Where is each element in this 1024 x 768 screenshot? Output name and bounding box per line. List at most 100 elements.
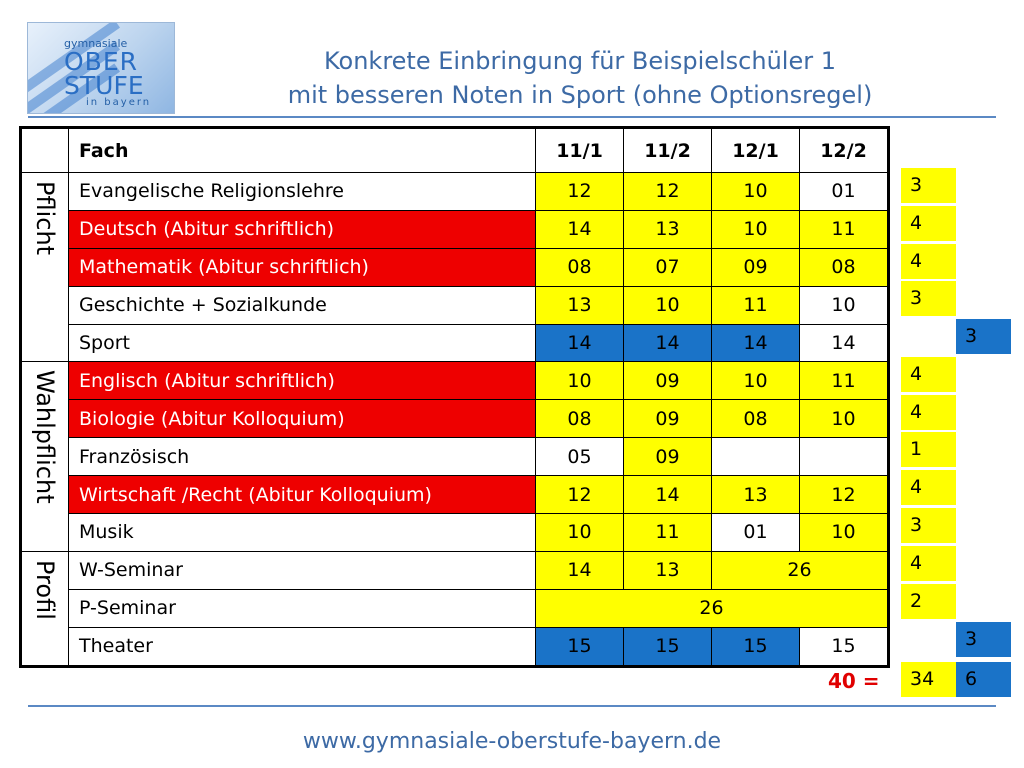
grade-cell: 15 — [623, 626, 712, 667]
logo-text-stufe: STUFE — [64, 71, 144, 100]
table-row: Mathematik (Abitur schriftlich) 08 07 09… — [21, 247, 889, 287]
category-profil: Profil — [20, 550, 69, 667]
grade-cell: 14 — [799, 323, 889, 363]
count-box-yellow: 4 — [901, 357, 956, 392]
logo-text-in-bayern: in bayern — [86, 97, 152, 108]
subject-cell: Mathematik (Abitur schriftlich) — [68, 247, 536, 287]
subject-cell: Biologie (Abitur Kolloquium) — [68, 399, 536, 439]
subject-cell: Musik — [68, 513, 536, 552]
subject-cell: Deutsch (Abitur schriftlich) — [68, 209, 536, 249]
grade-cell: 09 — [623, 361, 712, 401]
count-box-yellow: 4 — [901, 206, 956, 241]
page-title: Konkrete Einbringung für Beispielschüler… — [180, 44, 980, 112]
header-11-1: 11/1 — [535, 127, 624, 173]
grade-cell: 09 — [623, 437, 712, 477]
logo-text-ober: OBER — [64, 47, 138, 76]
grade-cell: 14 — [623, 475, 712, 515]
table-header-row: Fach 11/1 11/2 12/1 12/2 — [20, 127, 889, 173]
count-box-yellow: 4 — [901, 470, 956, 505]
title-line-2: mit besseren Noten in Sport (ohne Option… — [287, 81, 873, 109]
grade-cell: 13 — [623, 550, 712, 590]
header-12-2: 12/2 — [799, 127, 889, 173]
subject-cell: Wirtschaft /Recht (Abitur Kolloquium) — [68, 475, 536, 515]
grade-cell: 15 — [711, 626, 800, 667]
grade-cell: 10 — [711, 209, 800, 249]
bottom-divider — [28, 705, 996, 707]
count-box-yellow: 4 — [901, 546, 956, 581]
footer-url: www.gymnasiale-oberstufe-bayern.de — [302, 729, 722, 754]
subject-cell: W-Seminar — [68, 550, 536, 590]
top-divider — [28, 116, 996, 118]
category-wahlpflicht: Wahlpflicht — [20, 361, 69, 552]
total-blue: 6 — [956, 662, 1011, 697]
table-row: Deutsch (Abitur schriftlich) 14 13 10 11 — [21, 209, 889, 249]
grade-cell: 08 — [535, 399, 624, 439]
subject-cell: Evangelische Religionslehre — [68, 172, 536, 211]
grade-cell: 11 — [623, 513, 712, 552]
grade-cell: 12 — [535, 475, 624, 515]
grade-cell: 10 — [799, 399, 889, 439]
grade-cell: 14 — [535, 323, 624, 363]
header-12-1: 12/1 — [711, 127, 800, 173]
grade-cell: 11 — [799, 361, 889, 401]
grade-cell: 13 — [711, 475, 800, 515]
table-row: Wahlpflicht Englisch (Abitur schriftlich… — [20, 361, 889, 552]
grade-cell: 09 — [623, 399, 712, 439]
grade-cell: 05 — [535, 437, 624, 477]
count-box-yellow: 3 — [901, 508, 956, 543]
grade-cell: 08 — [535, 247, 624, 287]
count-box-yellow: 1 — [901, 432, 956, 467]
table-row: Profil W-Seminar 14 13 26 — [20, 550, 889, 667]
grade-cell: 08 — [711, 399, 800, 439]
grade-cell: 11 — [799, 209, 889, 249]
subject-cell: Geschichte + Sozialkunde — [68, 285, 536, 325]
header-fach: Fach — [68, 127, 536, 173]
logo: gymnasiale OBER STUFE in bayern — [27, 22, 175, 114]
grade-cell: 10 — [711, 361, 800, 401]
grade-cell: 12 — [799, 475, 889, 515]
subject-cell: Englisch (Abitur schriftlich) — [68, 361, 536, 401]
grade-cell: 10 — [799, 513, 889, 552]
grade-cell: 12 — [623, 172, 712, 211]
total-label: 40 = — [828, 669, 880, 693]
count-box-yellow: 4 — [901, 244, 956, 279]
grade-cell: 13 — [535, 285, 624, 325]
table-row: Pflicht Evangelische Religionslehre 12 1… — [20, 171, 889, 363]
grade-cell: 10 — [535, 513, 624, 552]
table-row: Biologie (Abitur Kolloquium) 08 09 08 10 — [21, 399, 889, 439]
count-box-blue: 3 — [956, 622, 1011, 657]
table-row: Sport 14 14 14 14 — [21, 323, 889, 363]
grade-cell: 14 — [711, 323, 800, 363]
grade-cell: 10 — [711, 172, 800, 211]
count-box-yellow: 3 — [901, 281, 956, 316]
count-box-yellow: 2 — [901, 584, 956, 619]
grade-cell: 14 — [535, 209, 624, 249]
subject-cell: Französisch — [68, 437, 536, 477]
grade-cell: 14 — [623, 323, 712, 363]
grade-cell: 10 — [535, 361, 624, 401]
table-row: Wirtschaft /Recht (Abitur Kolloquium) 12… — [21, 475, 889, 515]
grade-cell: 11 — [711, 285, 800, 325]
grade-cell: 14 — [535, 550, 624, 590]
grade-cell — [799, 437, 889, 477]
subject-cell: P-Seminar — [68, 588, 536, 628]
category-pflicht: Pflicht — [20, 171, 69, 363]
subject-cell: Theater — [68, 626, 536, 667]
grade-cell: 10 — [623, 285, 712, 325]
grade-cell: 01 — [799, 172, 889, 211]
grade-cell: 07 — [623, 247, 712, 287]
grade-cell: 09 — [711, 247, 800, 287]
grade-cell-merged: 26 — [711, 550, 889, 590]
grade-cell — [711, 437, 800, 477]
count-box-blue: 3 — [956, 319, 1011, 354]
grade-cell: 12 — [535, 172, 624, 211]
title-line-1: Konkrete Einbringung für Beispielschüler… — [323, 47, 836, 75]
logo-text-gymnasiale: gymnasiale — [64, 37, 128, 50]
subject-cell: Sport — [68, 323, 536, 363]
grade-cell: 01 — [711, 513, 800, 552]
header-11-2: 11/2 — [623, 127, 712, 173]
table-row: Musik 10 11 01 10 — [21, 513, 889, 552]
header-corner-cell — [20, 127, 69, 173]
table-row: Französisch 05 09 — [21, 437, 889, 477]
count-box-yellow: 3 — [901, 168, 956, 203]
